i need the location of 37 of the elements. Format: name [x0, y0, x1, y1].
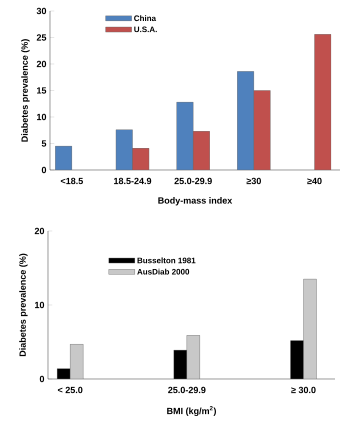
bar [55, 146, 72, 170]
bar [303, 278, 317, 379]
y-tick-label: 0 [40, 376, 44, 382]
x-tick-label: ≥40 [307, 178, 322, 184]
x-tick-label: 25.0-29.9 [168, 386, 206, 394]
x-tick-label: ≥30 [246, 178, 261, 184]
x-tick-label: <18.5 [60, 178, 83, 184]
y-tick-label: 0 [42, 166, 46, 174]
x-tick-label: 18.5-24.9 [114, 178, 152, 184]
legend-label: AusDiab 2000 [137, 268, 190, 275]
y-tick-label: 25 [36, 34, 46, 41]
bar [192, 131, 210, 170]
y-tick-label: 10 [37, 114, 46, 120]
y-axis-title: Diabetes prevalence (%) [21, 39, 30, 142]
bar [132, 148, 150, 170]
y-tick-label: 5 [42, 140, 46, 147]
legend-label: Busselton 1981 [138, 257, 196, 264]
legend-label: U.S.A. [134, 26, 157, 32]
bar [237, 71, 254, 170]
y-tick-label: 15 [37, 87, 46, 94]
x-tick-label: < 25.0 [58, 386, 82, 394]
x-axis-title: BMI (kg/m$^{2}$) [167, 406, 216, 416]
bar [314, 34, 332, 170]
x-tick-label: 25.0-29.9 [174, 178, 212, 184]
bar [254, 90, 271, 170]
x-axis-title: Body-mass index [158, 197, 232, 206]
bar [186, 335, 200, 379]
x-tick-label: ≥ 30.0 [291, 386, 316, 394]
y-axis-title: Diabetes prevalence (%) [19, 254, 28, 356]
y-tick-label: 10 [35, 302, 44, 308]
y-tick-label: 20 [36, 60, 46, 68]
bar [70, 344, 84, 379]
bar [176, 102, 194, 170]
legend-label: China [134, 15, 156, 22]
y-tick-label: 30 [36, 8, 46, 14]
bar [116, 130, 133, 170]
y-tick-label: 20 [34, 228, 44, 234]
